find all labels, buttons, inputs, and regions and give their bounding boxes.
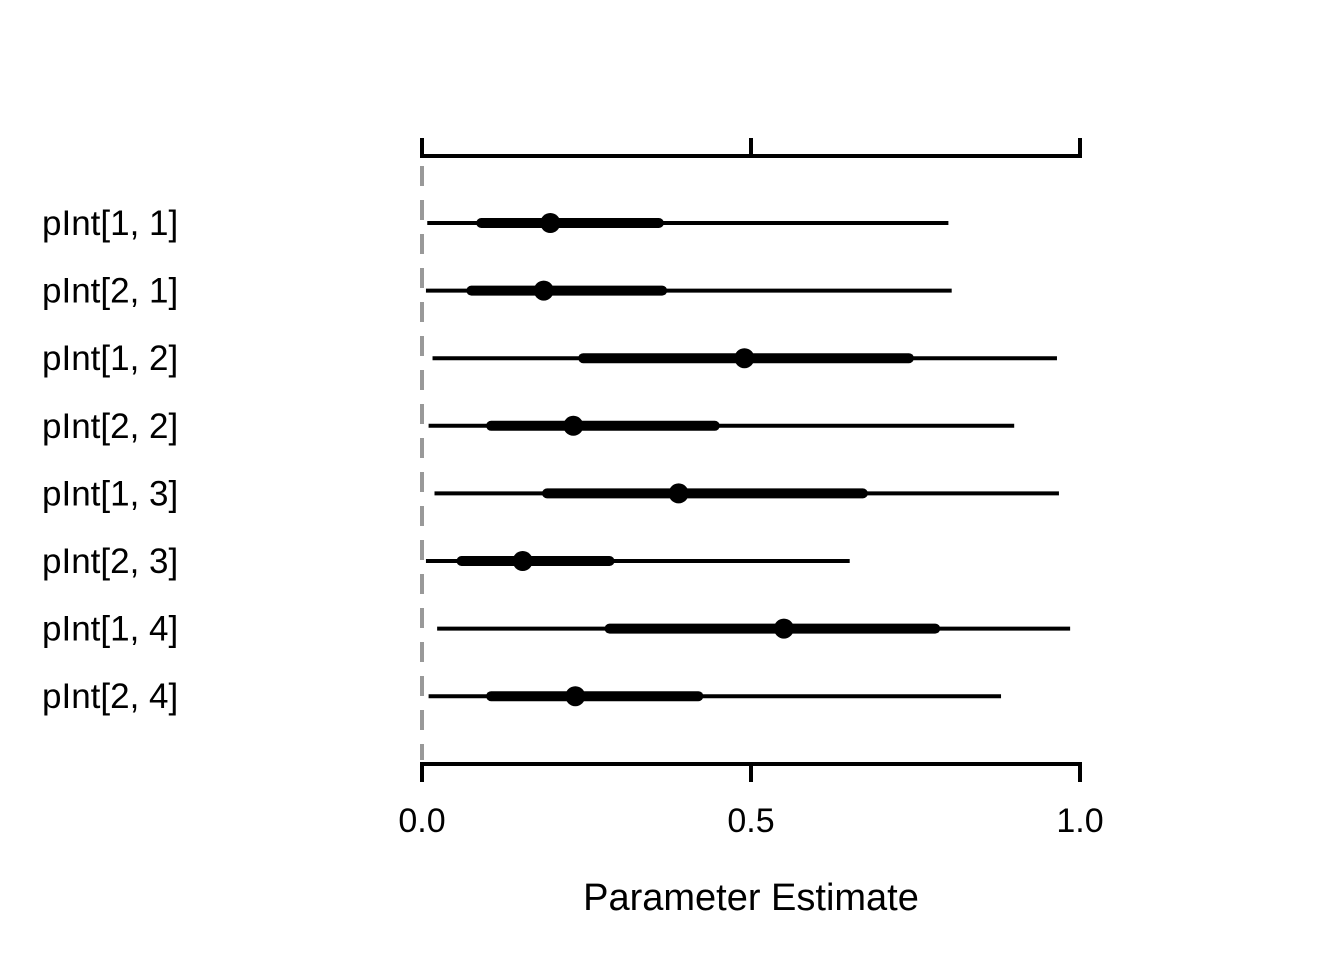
median-point (540, 213, 561, 233)
row-label: pInt[2, 2] (42, 407, 178, 446)
median-point (512, 551, 533, 571)
row-label: pInt[1, 3] (42, 474, 178, 513)
intervals-group (425, 213, 1071, 707)
row-label: pInt[1, 1] (42, 204, 178, 243)
median-point (773, 618, 794, 639)
x-tick-label: 0.0 (398, 802, 445, 840)
median-point (734, 348, 755, 369)
axes-group: 0.0 0.5 1.0 (398, 138, 1104, 840)
x-tick-label: 1.0 (1056, 802, 1103, 840)
median-point (668, 483, 689, 504)
x-axis-title: Parameter Estimate (583, 877, 919, 919)
median-point (533, 280, 554, 301)
median-point (563, 415, 584, 436)
median-point (565, 686, 586, 707)
row-label: pInt[1, 4] (42, 610, 178, 649)
row-label: pInt[2, 4] (42, 677, 178, 716)
x-tick-label: 0.5 (727, 802, 774, 840)
row-labels-group: pInt[1, 1] pInt[2, 1] pInt[1, 2] pInt[2, 2]… (42, 204, 178, 716)
row-label: pInt[2, 3] (42, 542, 178, 581)
row-label: pInt[1, 2] (42, 339, 178, 378)
row-label: pInt[2, 1] (42, 272, 178, 311)
